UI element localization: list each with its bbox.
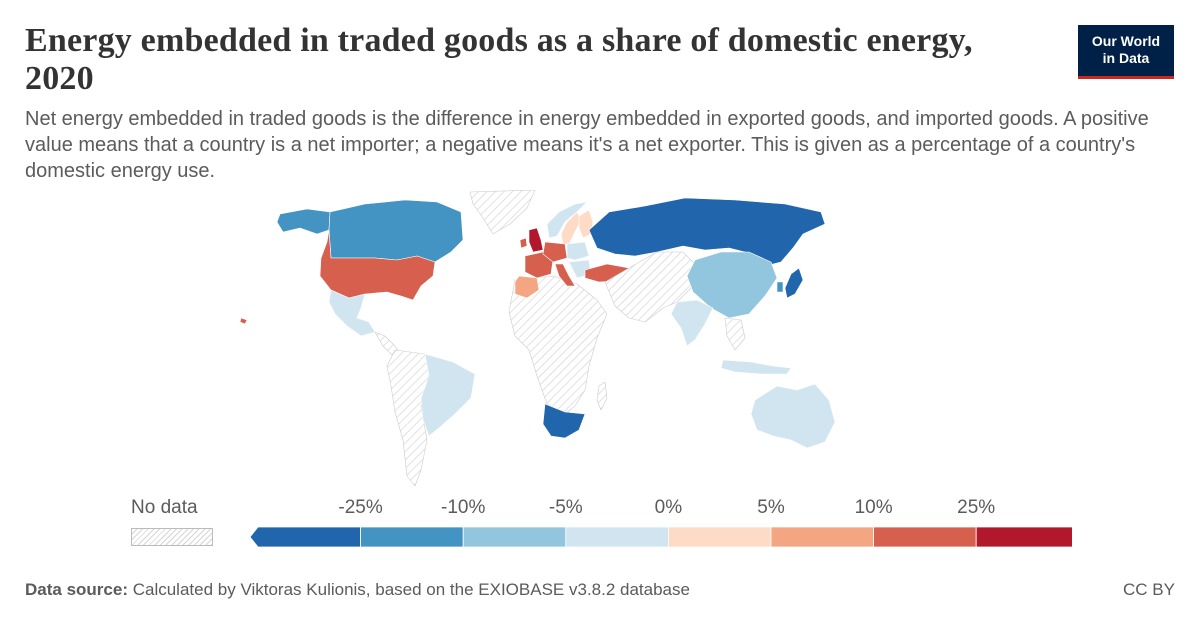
logo-line-1: Our World — [1091, 33, 1161, 49]
region-greenland[interactable] — [469, 190, 536, 235]
region-uk[interactable] — [528, 227, 544, 253]
region-australia[interactable] — [750, 383, 835, 449]
owid-logo[interactable]: Our World in Data — [1078, 25, 1174, 79]
legend-bin-1[interactable] — [360, 527, 464, 547]
region-china[interactable] — [686, 251, 778, 319]
license-link[interactable]: CC BY — [1123, 580, 1175, 599]
legend-threshold-label: -5% — [548, 497, 583, 518]
region-canada[interactable] — [328, 199, 464, 263]
logo-line-2: in Data — [1102, 50, 1150, 66]
legend-bin-3[interactable] — [565, 527, 669, 547]
world-map — [239, 190, 835, 487]
legend-threshold-label: 25% — [957, 497, 996, 518]
region-poland[interactable] — [566, 241, 590, 261]
legend-bin-4[interactable] — [668, 527, 772, 547]
region-indonesia[interactable] — [720, 359, 792, 375]
legend-no-data-swatch — [131, 528, 213, 546]
legend-bin-0[interactable] — [250, 527, 361, 547]
region-ireland[interactable] — [519, 237, 528, 249]
source-text[interactable]: Calculated by Viktoras Kulionis, based o… — [132, 580, 690, 599]
region-france[interactable] — [524, 251, 554, 279]
legend-threshold-label: -10% — [441, 497, 486, 518]
source-label: Data source: — [25, 580, 128, 599]
region-germany[interactable] — [542, 241, 568, 263]
region-india[interactable] — [670, 299, 714, 347]
legend-bin-7[interactable] — [975, 527, 1072, 547]
region-hawaii[interactable] — [239, 317, 248, 325]
region-italy[interactable] — [554, 263, 576, 287]
legend-threshold-label: 10% — [854, 497, 893, 518]
region-japan[interactable] — [784, 267, 804, 299]
region-brazil[interactable] — [420, 353, 476, 437]
region-madagascar[interactable] — [596, 381, 608, 411]
chart-title: Energy embedded in traded goods as a sha… — [25, 22, 973, 97]
region-south-korea[interactable] — [776, 281, 784, 293]
legend-no-data-label: No data — [131, 497, 198, 518]
legend-threshold-label: 0% — [654, 497, 683, 518]
chart-subtitle: Net energy embedded in traded goods is t… — [25, 108, 1149, 182]
legend-threshold-label: -25% — [338, 497, 383, 518]
region-spain[interactable] — [514, 275, 540, 299]
legend-bin-6[interactable] — [873, 527, 977, 547]
legend-color-bar — [250, 527, 1072, 547]
region-usa[interactable] — [319, 229, 436, 301]
legend-threshold-label: 5% — [757, 497, 785, 518]
legend-bin-2[interactable] — [462, 527, 567, 547]
region-se-asia-nodata[interactable] — [724, 317, 746, 351]
region-africa-nodata[interactable] — [508, 275, 608, 415]
region-asia-nodata[interactable] — [604, 251, 696, 323]
footer-source: Data source: Calculated by Viktoras Kuli… — [25, 580, 690, 600]
region-mexico[interactable] — [328, 289, 376, 337]
region-russia[interactable] — [588, 197, 826, 267]
region-alaska[interactable] — [276, 208, 331, 235]
legend-bin-5[interactable] — [770, 527, 874, 547]
region-south-africa[interactable] — [542, 403, 586, 439]
